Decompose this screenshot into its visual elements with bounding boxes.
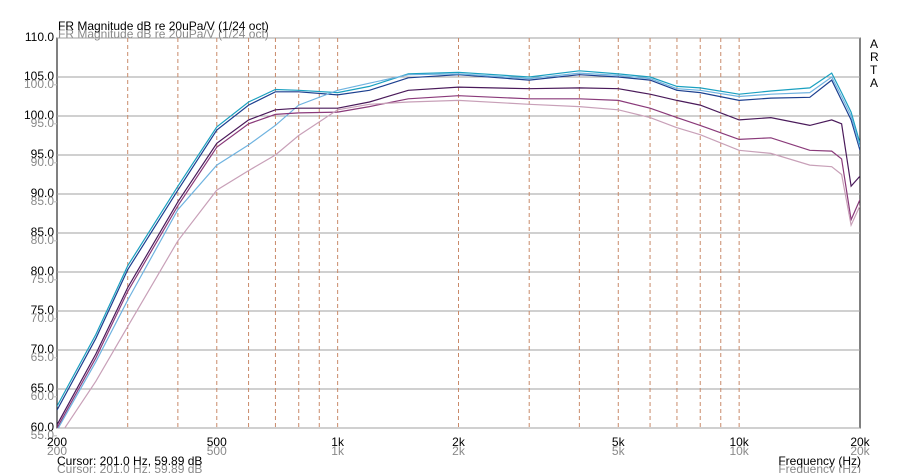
x-tick-label-shadow: 10k <box>729 444 749 458</box>
x-axis-title: Frequency (Hz) <box>778 454 861 468</box>
y-tick-label: 65.0 <box>31 381 55 395</box>
y2-tick-label: 65.0 <box>31 350 55 364</box>
brand-letter: A <box>870 76 878 90</box>
brand-letter: R <box>870 50 879 64</box>
y2-tick-label: 75.0 <box>31 272 55 286</box>
fr-curve <box>57 86 860 426</box>
x-tick-label: 5k <box>612 435 626 449</box>
y2-tick-label: 90.0 <box>31 155 55 169</box>
y-tick-label: 90.0 <box>31 186 55 200</box>
y-tick-label: 70.0 <box>31 342 55 356</box>
x-tick-label: 200 <box>47 435 67 449</box>
y2-tick-label: 70.0 <box>31 311 55 325</box>
x-tick-label-shadow: 2k <box>452 444 466 458</box>
x-tick-label-shadow: 1k <box>331 444 345 458</box>
chart-title: FR Magnitude dB re 20uPa/V (1/24 oct) <box>58 19 269 33</box>
y-tick-label: 85.0 <box>31 225 55 239</box>
x-tick-label: 10k <box>729 435 749 449</box>
x-axis-title-shadow: Frequency (Hz) <box>778 462 861 473</box>
y-tick-label: 110.0 <box>25 30 54 44</box>
y-tick-label: 75.0 <box>31 303 55 317</box>
y2-tick-label: 60.0 <box>31 389 55 403</box>
x-tick-label-shadow: 500 <box>207 444 227 458</box>
y2-tick-label: 85.0 <box>31 194 55 208</box>
fr-curve <box>57 72 860 428</box>
x-tick-label: 500 <box>207 435 227 449</box>
x-tick-label-shadow: 200 <box>47 444 67 458</box>
fr-curve <box>64 99 860 428</box>
cursor-readout: Cursor: 201.0 Hz, 59.89 dB <box>57 454 202 468</box>
lines <box>57 70 860 428</box>
cursor-readout-shadow: Cursor: 201.0 Hz, 59.89 dB <box>57 462 202 473</box>
y-tick-label: 105.0 <box>24 69 54 83</box>
labels: 60.065.070.075.080.085.090.095.0100.0105… <box>24 30 871 458</box>
x-tick-label: 20k <box>850 435 870 449</box>
x-tick-label: 1k <box>331 435 345 449</box>
brand-letter: T <box>870 63 878 77</box>
fr-curve <box>57 70 860 407</box>
x-tick-label: 2k <box>452 435 466 449</box>
fr-curve <box>57 74 860 411</box>
y2-tick-label: 55.0 <box>31 428 55 442</box>
y2-tick-label: 80.0 <box>31 233 55 247</box>
grid <box>57 37 860 429</box>
y2-tick-label: 100.0 <box>24 77 54 91</box>
fr-curve <box>57 95 860 428</box>
brand-letter: A <box>870 37 878 51</box>
y-tick-label: 100.0 <box>24 108 54 122</box>
y-tick-label: 80.0 <box>31 264 55 278</box>
y2-tick-label: 95.0 <box>31 116 55 130</box>
y-tick-label: 60.0 <box>31 420 55 434</box>
x-tick-label-shadow: 5k <box>612 444 626 458</box>
x-tick-label-shadow: 20k <box>850 444 870 458</box>
y-tick-label: 95.0 <box>31 147 55 161</box>
